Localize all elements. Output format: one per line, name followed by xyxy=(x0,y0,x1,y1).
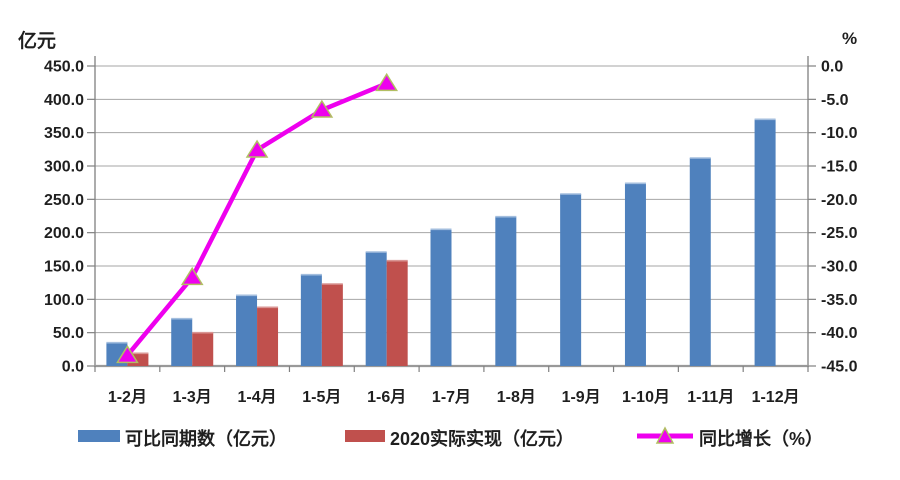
x-axis-category-label: 1-3月 xyxy=(173,388,212,406)
bar-comparable xyxy=(495,216,517,366)
legend-label-actual: 2020实际实现（亿元） xyxy=(390,428,574,449)
left-axis-tick-label: 450.0 xyxy=(44,59,84,76)
left-axis-tick-label: 150.0 xyxy=(44,259,84,276)
right-axis-tick-label: -30.0 xyxy=(821,259,858,276)
left-axis-tick-label: 250.0 xyxy=(44,192,84,209)
right-axis-title: % xyxy=(842,29,857,48)
growth-triangle-marker xyxy=(116,344,139,364)
x-axis-category-label: 1-6月 xyxy=(367,388,406,406)
x-axis-category-label: 1-11月 xyxy=(687,388,734,406)
legend-label-comparable: 可比同期数（亿元） xyxy=(125,428,287,449)
bar-comparable xyxy=(236,295,258,366)
bar-comparable xyxy=(430,229,452,366)
left-axis-tick-label: 100.0 xyxy=(44,292,84,309)
plot-area: 450.0 0.0 400.0 -5.0 350.0 -10.0 300.0 -15.0 250… xyxy=(44,56,858,406)
left-axis-tick-label: 200.0 xyxy=(44,225,84,242)
bar-comparable xyxy=(560,194,582,366)
bar-comparable xyxy=(171,318,193,366)
left-axis-tick-label: 0.0 xyxy=(62,359,84,376)
legend-label-growth: 同比增长（%） xyxy=(699,428,823,449)
growth-triangle-marker xyxy=(310,99,334,118)
left-axis-tick-label: 300.0 xyxy=(44,159,84,176)
right-axis-tick-label: -5.0 xyxy=(821,92,849,109)
x-axis-category-label: 1-10月 xyxy=(622,388,670,406)
legend: 可比同期数（亿元） 2020实际实现（亿元） 同比增长（%） xyxy=(78,426,823,449)
right-axis-tick-label: -40.0 xyxy=(821,325,858,342)
right-axis-tick-label: -35.0 xyxy=(821,292,858,309)
bar-actual-2020 xyxy=(321,284,343,366)
bar-actual-2020 xyxy=(386,260,408,366)
legend-triangle-marker-icon xyxy=(655,426,675,444)
legend-swatch-actual-bar xyxy=(345,430,385,442)
left-axis-tick-label: 350.0 xyxy=(44,125,84,142)
bar-actual-2020 xyxy=(192,332,214,366)
growth-triangle-marker xyxy=(375,72,399,92)
left-axis-tick-label: 400.0 xyxy=(44,92,84,109)
growth-triangle-marker xyxy=(180,266,204,286)
growth-triangle-marker xyxy=(245,139,269,158)
left-axis-tick-label: 50.0 xyxy=(53,325,84,342)
right-axis-tick-label: -15.0 xyxy=(821,159,858,176)
x-axis-category-label: 1-7月 xyxy=(432,388,471,406)
bar-actual-2020 xyxy=(257,307,279,366)
x-axis-category-label: 1-12月 xyxy=(752,388,800,406)
right-axis-tick-label: -10.0 xyxy=(821,125,858,142)
right-axis-tick-label: 0.0 xyxy=(821,59,843,76)
x-axis-category-label: 1-9月 xyxy=(562,388,601,406)
right-axis-tick-label: -25.0 xyxy=(821,225,858,242)
bar-comparable xyxy=(365,252,387,366)
x-axis-category-label: 1-4月 xyxy=(237,388,276,406)
bar-comparable xyxy=(300,274,322,366)
bar-comparable xyxy=(689,158,711,366)
bar-comparable xyxy=(624,183,646,366)
right-axis-tick-label: -45.0 xyxy=(821,359,858,376)
x-axis-category-label: 1-5月 xyxy=(302,388,341,406)
x-axis-category-label: 1-2月 xyxy=(108,388,147,406)
bar-comparable xyxy=(754,119,776,366)
x-axis-category-label: 1-8月 xyxy=(497,388,536,406)
legend-swatch-comparable-bar xyxy=(78,430,120,442)
left-axis-title: 亿元 xyxy=(18,29,56,52)
right-axis-tick-label: -20.0 xyxy=(821,192,858,209)
